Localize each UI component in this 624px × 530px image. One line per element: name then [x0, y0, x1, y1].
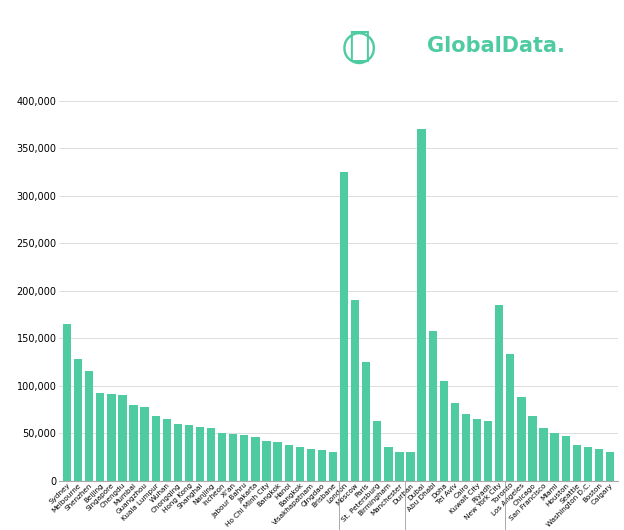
Bar [63, 324, 71, 481]
Text: ○: ○ [341, 25, 377, 67]
Bar [406, 452, 415, 481]
Bar [296, 446, 304, 481]
Bar [429, 331, 437, 481]
Bar [240, 435, 248, 481]
Bar [583, 446, 592, 481]
Bar [119, 395, 127, 481]
Text: GlobalData.: GlobalData. [427, 37, 565, 56]
Bar [229, 434, 237, 481]
Bar [384, 447, 392, 481]
Bar [517, 397, 525, 481]
Bar [550, 433, 558, 481]
Bar [129, 405, 138, 481]
Bar [185, 425, 193, 481]
Bar [451, 403, 459, 481]
Bar [417, 129, 426, 481]
Bar [140, 407, 149, 481]
Bar [285, 445, 293, 481]
Bar [329, 452, 337, 481]
Bar [462, 414, 470, 481]
Text: Source: GlobalData: Source: GlobalData [16, 498, 196, 516]
Bar [85, 372, 94, 481]
Bar [163, 419, 171, 481]
Bar [495, 305, 504, 481]
Bar [440, 381, 448, 481]
Bar [562, 436, 570, 481]
Bar [74, 359, 82, 481]
Bar [96, 393, 104, 481]
Bar [318, 450, 326, 481]
Bar [340, 172, 348, 481]
Bar [207, 428, 215, 481]
Bar [606, 452, 614, 481]
Bar [251, 437, 260, 481]
Text: ⦻: ⦻ [348, 29, 369, 64]
Text: pipeline value per capita: pipeline value per capita [12, 45, 218, 59]
Bar [351, 300, 359, 481]
Bar [573, 445, 581, 481]
Bar [529, 416, 537, 481]
Text: (US$ million): (US$ million) [12, 73, 119, 87]
Bar [373, 421, 381, 481]
Bar [196, 427, 204, 481]
Bar [173, 423, 182, 481]
Bar [306, 449, 315, 481]
Bar [506, 355, 514, 481]
Bar [362, 362, 371, 481]
Bar [152, 416, 160, 481]
Bar [539, 428, 548, 481]
Bar [484, 421, 492, 481]
Bar [396, 452, 404, 481]
Bar [218, 433, 227, 481]
Bar [107, 394, 115, 481]
Bar [273, 442, 281, 481]
Bar [595, 449, 603, 481]
Bar [262, 441, 271, 481]
Bar [473, 419, 481, 481]
Text: Construction megacities, projects: Construction megacities, projects [12, 17, 292, 32]
